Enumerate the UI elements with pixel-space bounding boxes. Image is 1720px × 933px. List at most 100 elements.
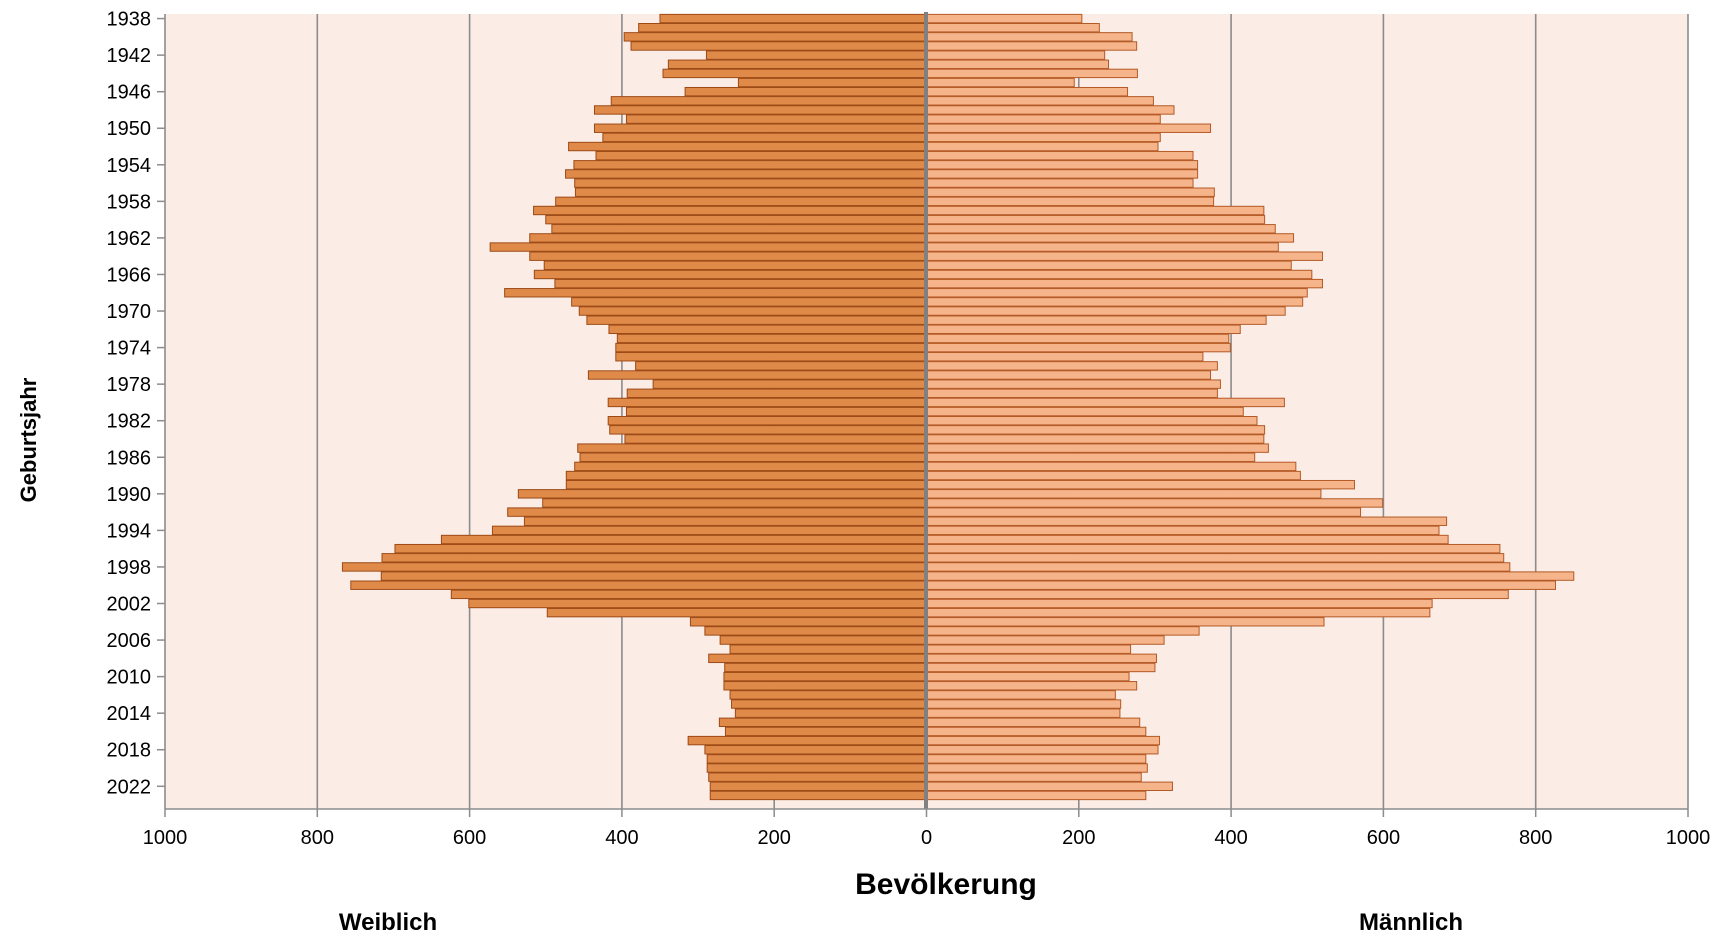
female-bar bbox=[568, 141, 927, 152]
male-bar bbox=[926, 150, 1194, 161]
y-tick-label: 1950 bbox=[107, 118, 152, 140]
male-bar bbox=[926, 114, 1161, 124]
male-bar bbox=[926, 306, 1286, 316]
female-bar bbox=[708, 772, 927, 782]
male-bar bbox=[926, 77, 1075, 88]
male-bar bbox=[926, 233, 1295, 243]
male-bar bbox=[926, 589, 1509, 600]
male-bar bbox=[926, 178, 1194, 188]
female-bar bbox=[555, 196, 927, 207]
male-bar bbox=[926, 717, 1141, 728]
female-bar bbox=[706, 763, 927, 773]
male-bar bbox=[926, 32, 1133, 42]
y-tick-label: 1986 bbox=[107, 447, 152, 469]
female-bar bbox=[545, 214, 927, 225]
female-bar bbox=[615, 342, 927, 353]
female-bar bbox=[652, 379, 928, 389]
x-tick-label: 200 bbox=[1062, 827, 1095, 849]
female-bar bbox=[729, 690, 928, 700]
female-bar bbox=[615, 352, 927, 362]
female-bar bbox=[731, 699, 928, 709]
male-bar bbox=[926, 224, 1276, 234]
x-tick-label: 400 bbox=[605, 827, 638, 849]
male-bar bbox=[926, 324, 1241, 335]
male-bar bbox=[926, 525, 1440, 536]
y-tick-label: 2002 bbox=[107, 594, 152, 616]
female-bar bbox=[729, 644, 928, 654]
female-bar bbox=[609, 425, 927, 435]
female-bar bbox=[587, 370, 927, 380]
male-bar bbox=[926, 59, 1109, 69]
female-bar bbox=[380, 571, 927, 581]
male-bar bbox=[926, 333, 1230, 344]
y-tick-label: 1990 bbox=[107, 484, 152, 506]
female-bar bbox=[659, 13, 927, 24]
female-bar bbox=[350, 580, 927, 590]
female-bar bbox=[718, 717, 928, 728]
male-bar bbox=[926, 607, 1431, 618]
male-bar bbox=[926, 406, 1244, 417]
male-bar bbox=[926, 269, 1313, 280]
female-bar bbox=[687, 735, 928, 746]
y-tick-label: 1938 bbox=[107, 9, 152, 31]
y-tick-label: 1974 bbox=[107, 338, 152, 360]
y-tick-label: 2022 bbox=[107, 776, 152, 798]
male-bar bbox=[926, 781, 1173, 791]
y-tick-label: 1946 bbox=[107, 82, 152, 104]
female-side-label: Weiblich bbox=[339, 909, 437, 933]
male-bar bbox=[926, 242, 1279, 252]
female-bar bbox=[724, 726, 927, 737]
y-axis-title: Geburtsjahr bbox=[16, 377, 41, 502]
male-bar bbox=[926, 141, 1159, 152]
male-bar bbox=[926, 735, 1161, 746]
x-tick-label: 1000 bbox=[1666, 827, 1711, 849]
male-bar bbox=[926, 507, 1362, 517]
female-bar bbox=[529, 233, 927, 243]
female-bar bbox=[440, 534, 927, 545]
x-tick-label: 600 bbox=[1367, 827, 1400, 849]
male-bar bbox=[926, 297, 1304, 307]
x-tick-label: 1000 bbox=[143, 827, 188, 849]
y-tick-label: 1962 bbox=[107, 228, 152, 250]
y-tick-label: 1994 bbox=[107, 520, 152, 542]
female-bar bbox=[724, 662, 928, 673]
female-bar bbox=[533, 269, 927, 280]
female-bar bbox=[625, 406, 927, 417]
female-bar bbox=[554, 278, 927, 289]
female-bar bbox=[719, 635, 927, 645]
y-tick-label: 1982 bbox=[107, 411, 152, 433]
male-bar bbox=[926, 397, 1285, 408]
female-bar bbox=[565, 169, 927, 179]
female-bar bbox=[610, 96, 927, 106]
female-bar bbox=[565, 470, 927, 481]
x-tick-label: 400 bbox=[1214, 827, 1247, 849]
female-bar bbox=[517, 489, 927, 499]
male-bar bbox=[926, 543, 1501, 554]
female-bar bbox=[635, 361, 927, 371]
male-bar bbox=[926, 50, 1106, 60]
female-bar bbox=[574, 461, 927, 472]
female-bar bbox=[381, 553, 927, 563]
male-bar bbox=[926, 763, 1148, 773]
male-bar bbox=[926, 361, 1218, 371]
male-bar bbox=[926, 205, 1265, 216]
female-bar bbox=[602, 132, 927, 143]
female-bar bbox=[705, 50, 928, 60]
female-bar bbox=[491, 525, 927, 536]
male-bar bbox=[926, 671, 1130, 682]
y-tick-label: 1954 bbox=[107, 155, 152, 177]
male-bar bbox=[926, 580, 1556, 590]
female-bar bbox=[533, 205, 927, 216]
male-bar bbox=[926, 342, 1231, 353]
female-bar bbox=[394, 543, 927, 554]
female-bar bbox=[704, 745, 927, 755]
y-tick-label: 1966 bbox=[107, 264, 152, 286]
x-axis-ticks: 1000 800 600 400 200 0 200 400 600 800 1000 bbox=[143, 809, 1711, 849]
male-bar bbox=[926, 315, 1267, 325]
male-bar bbox=[926, 516, 1448, 526]
male-bar bbox=[926, 470, 1301, 481]
male-bar bbox=[926, 772, 1142, 782]
x-tick-label: 200 bbox=[758, 827, 791, 849]
female-bar bbox=[507, 507, 927, 517]
male-bar bbox=[926, 598, 1433, 609]
